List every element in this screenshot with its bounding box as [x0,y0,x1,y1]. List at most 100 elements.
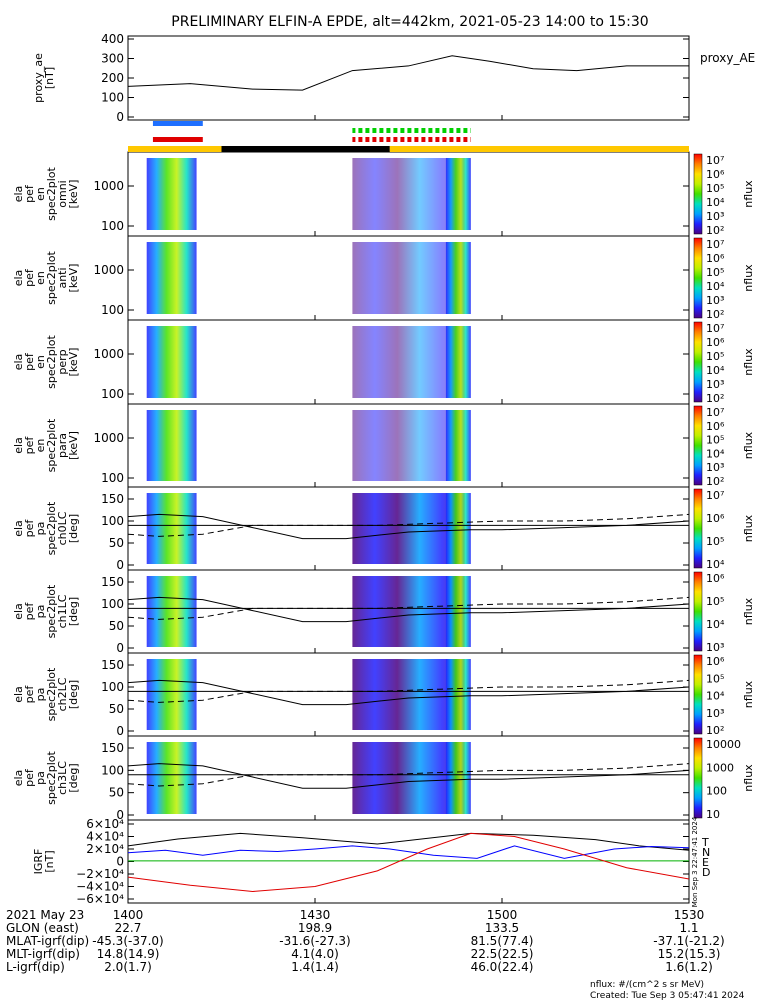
ylabel-para-0: ela [12,437,25,454]
marker-gap-2 [404,128,408,133]
axis-row-value-0-4: 2.0(1.7) [104,960,152,974]
proxy-ae-legend: proxy_AE [700,51,755,65]
orbit-bar-seg-1 [221,146,390,152]
ytick-label-ch1-1: 100 [101,597,124,611]
marker-gap-3 [390,137,394,142]
spectrogram-burst-perp-1 [352,326,465,398]
spectrogram-burst-para-1 [352,410,465,481]
axis-row-label-2: MLAT-igrf(dip) [6,934,89,948]
colorbar-label-4-3: 10⁴ [706,558,725,571]
footer-line-1: Created: Tue Sep 3 05:47:41 2024 [590,991,745,1000]
ylabel-omni-2: en [34,187,47,201]
ylabel-anti-4: anti [56,267,69,288]
igrf-legend-D: D [702,866,710,879]
ylabel-ch3-1: pef [23,768,36,787]
ylabel-ch0-0: ela [12,520,25,537]
ylabel-ch2-0: ela [12,686,25,703]
axis-row-value-0-0: 1400 [113,908,144,922]
ytick-label-ae-4: 0 [116,110,124,124]
marker-gap-2 [369,128,373,133]
ylabel-ch2-3: spec2plot [45,667,58,721]
marker-gap-3 [369,137,373,142]
colorbar-title-3: nflux [742,431,755,459]
marker-gap-3 [355,137,359,142]
ylabel-para-5: [keV] [67,431,80,460]
lc-solid-5 [127,513,690,540]
colorbar-label-4-1: 10⁶ [706,512,725,525]
marker-1 [152,137,203,142]
igrf-line-T [127,832,690,851]
footer-line-0: nflux: #/(cm^2 s sr MeV) [590,980,704,990]
colorbar-label-4-0: 10⁷ [706,489,724,502]
marker-gap-2 [425,128,429,133]
ytick-label-para-0: 1000 [93,431,124,445]
spectrogram-burst-ch1-1 [352,576,465,647]
axis-row-value-1-2: -31.6(-27.3) [279,934,350,948]
ytick-label-ch2-2: 50 [109,702,124,716]
spectrogram-burst-ch0-0 [146,493,197,564]
spectrogram-burst-omni-1 [352,158,465,230]
orbit-bar-layer [128,121,689,152]
axis-row-label-4: L-igrf(dip) [6,960,65,974]
colorbar-label-3-1: 10⁶ [706,420,725,433]
ytick-label-ch2-1: 100 [101,680,124,694]
colorbar-label-1-1: 10⁶ [706,252,725,265]
colorbar-label-2-0: 10⁷ [706,322,724,335]
colorbar-label-2-1: 10⁶ [706,336,725,349]
spectrogram-burst-anti-1 [352,242,465,314]
ylabel-omni-4: omni [56,180,69,207]
ylabel-anti-3: spec2plot [45,251,58,305]
colorbar-label-6-0: 10⁶ [706,655,725,668]
ylabel-ch1-1: pef [23,602,36,621]
colorbar-1 [693,237,703,319]
colorbar-label-5-1: 10⁵ [706,595,724,608]
colorbar-title-5: nflux [742,597,755,625]
ylabel-ch1-3: spec2plot [45,584,58,638]
spectrogram-burst-ch2-0 [146,659,197,730]
axis-row-value-1-1: 198.9 [298,921,332,935]
ytick-label-ch3-0: 150 [101,741,124,755]
colorbar-7 [693,737,703,819]
colorbar-label-5-3: 10³ [706,641,724,654]
axis-row-value-3-3: 15.2(15.3) [658,947,721,961]
ylabel-ch1-2: pa [34,605,47,619]
spectrogram-burst-omni-0 [146,158,197,230]
colorbar-label-1-3: 10⁴ [706,280,725,293]
marker-gap-2 [411,128,415,133]
ylabel-ch0-5: [deg] [67,514,80,543]
axis-row-value-3-2: -37.1(-21.2) [653,934,724,948]
marker-gap-2 [446,128,450,133]
marker-gap-2 [439,128,443,133]
ytick-label-ae-1: 300 [101,52,124,66]
colorbar-label-7-2: 100 [706,785,727,798]
axis-row-value-0-2: -45.3(-37.0) [92,934,163,948]
colorbar-label-3-2: 10⁵ [706,434,724,447]
ylabel-ch1-4: ch1LC [56,594,69,628]
colorbar-label-3-0: 10⁷ [706,406,724,419]
marker-gap-2 [355,128,359,133]
ytick-label-anti-1: 100 [101,303,124,317]
ylabel-anti-2: en [34,271,47,285]
colorbar-2 [693,321,703,403]
colorbar-label-7-3: 10 [706,808,720,821]
ytick-label-igrf-3: 0 [116,855,124,869]
colorbar-label-3-3: 10⁴ [706,447,725,460]
ylabel-para-1: pef [23,436,36,455]
axis-row-label-1: GLON (east) [6,921,79,935]
marker-gap-2 [467,128,471,133]
spectrogram-burst-perp-2 [445,326,471,398]
spectrogram-burst-ch2-1 [352,659,465,730]
ytick-label-ch0-2: 50 [109,536,124,550]
marker-gap-3 [383,137,387,142]
axis-row-value-2-3: 22.5(22.5) [471,947,534,961]
colorbar-label-6-4: 10² [706,724,724,737]
marker-gap-3 [460,137,464,142]
marker-gap-2 [418,128,422,133]
marker-gap-3 [432,137,436,142]
ytick-label-para-1: 100 [101,471,124,485]
